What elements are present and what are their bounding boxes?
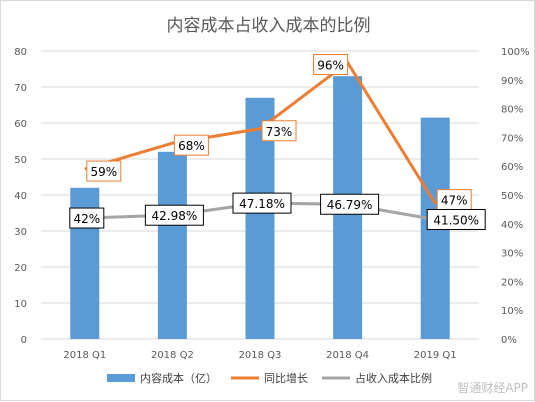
y-right-tick-label: 100% xyxy=(501,47,530,58)
data-label-box xyxy=(69,207,105,229)
y-left-tick-label: 30 xyxy=(14,227,27,238)
y-right-tick-label: 80% xyxy=(501,105,523,116)
x-tick-label: 2018 Q3 xyxy=(239,350,282,361)
y-right-tick-label: 50% xyxy=(501,191,523,202)
x-tick-label: 2018 Q2 xyxy=(151,350,194,361)
x-tick-label: 2018 Q4 xyxy=(326,350,369,361)
y-right-tick-label: 60% xyxy=(501,162,523,173)
data-label: 42.98% xyxy=(152,209,198,223)
y-right-tick-label: 20% xyxy=(501,277,523,288)
data-label: 46.79% xyxy=(327,198,373,212)
y-left-tick-label: 10 xyxy=(14,299,27,310)
y-right-tick-label: 30% xyxy=(501,249,523,260)
chart-title: 内容成本占收入成本的比例 xyxy=(166,16,371,36)
y-left-tick-label: 70 xyxy=(14,83,27,94)
data-label: 41.50% xyxy=(433,213,479,227)
y-right-tick-label: 10% xyxy=(501,306,523,317)
data-label: 68% xyxy=(178,139,205,153)
y-left-tick-label: 40 xyxy=(14,191,27,202)
x-tick-label: 2018 Q1 xyxy=(63,350,106,361)
data-label-box xyxy=(232,192,292,214)
data-label-box xyxy=(144,204,204,226)
legend-label: 内容成本（亿） xyxy=(140,371,217,385)
data-label: 47% xyxy=(441,194,468,208)
legend-label: 同比增长 xyxy=(264,371,308,385)
y-left-tick-label: 80 xyxy=(14,47,27,58)
data-label: 73% xyxy=(266,125,293,139)
y-left-tick-label: 60 xyxy=(14,119,27,130)
y-right-tick-label: 40% xyxy=(501,220,523,231)
data-label: 96% xyxy=(317,59,344,73)
data-label-box xyxy=(320,193,380,215)
y-right-tick-label: 70% xyxy=(501,133,523,144)
data-label-box xyxy=(426,208,486,230)
legend-swatch-bar xyxy=(107,374,135,382)
y-left-tick-label: 50 xyxy=(14,155,27,166)
y-right-tick-label: 90% xyxy=(501,76,523,87)
data-label-box xyxy=(173,134,209,156)
data-label: 59% xyxy=(90,165,117,179)
bar xyxy=(157,151,187,339)
data-label-box xyxy=(313,54,349,76)
y-right-tick-label: 0% xyxy=(501,335,517,346)
y-left-tick-label: 0 xyxy=(21,335,27,346)
data-label-box xyxy=(86,160,122,182)
watermark: 智通财经APP xyxy=(457,381,528,395)
y-left-tick-label: 20 xyxy=(14,263,27,274)
series-line xyxy=(84,61,437,205)
legend-label: 占收入成本比例 xyxy=(355,371,432,385)
data-label-box xyxy=(261,120,297,142)
x-tick-label: 2019 Q1 xyxy=(414,350,457,361)
data-label: 42% xyxy=(73,212,100,226)
data-label: 47.18% xyxy=(239,197,285,211)
